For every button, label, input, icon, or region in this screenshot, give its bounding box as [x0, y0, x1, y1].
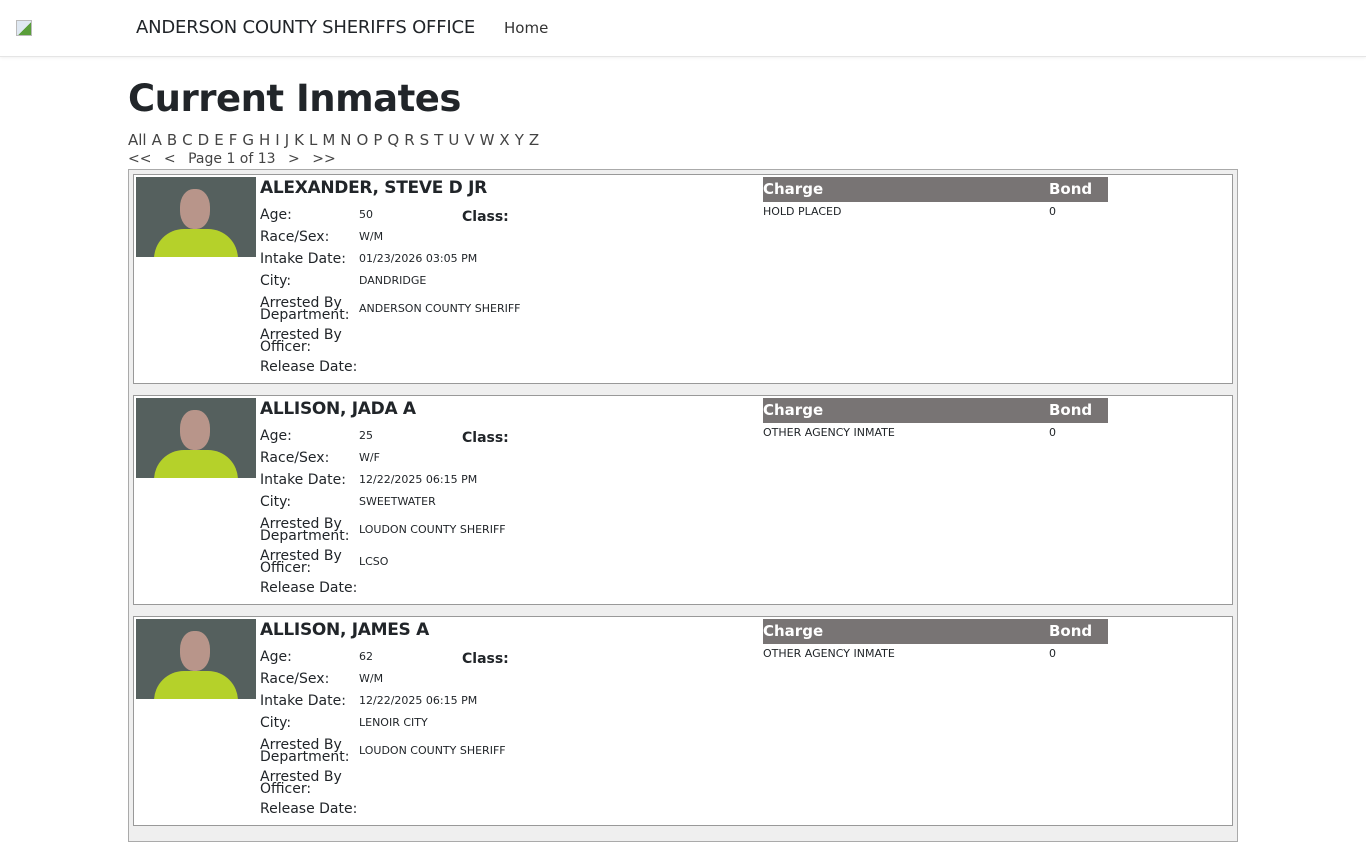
class-label: Class:	[462, 651, 509, 667]
field-department: Arrested By Department: ANDERSON COUNTY SH…	[260, 295, 521, 323]
page-title: Current Inmates	[128, 77, 461, 120]
class-label: Class:	[462, 430, 509, 446]
inmate-card: ALLISON, JADA A Age: 25 Race/Sex: W/F Intake …	[133, 395, 1233, 605]
letter-filter-v[interactable]: V	[464, 131, 475, 149]
home-link[interactable]: Home	[504, 19, 549, 37]
field-release: Release Date:	[260, 359, 358, 375]
letter-filter-o[interactable]: O	[356, 131, 369, 149]
inmate-photo[interactable]	[136, 619, 256, 699]
letter-filter-c[interactable]: C	[182, 131, 193, 149]
charge-row: OTHER AGENCY INMATE 0	[763, 426, 1056, 439]
field-age: Age: 50	[260, 207, 373, 223]
class-label: Class:	[462, 209, 509, 225]
inmate-card: ALLISON, JAMES A Age: 62 Race/Sex: W/M Intake…	[133, 616, 1233, 826]
first-page-link[interactable]: <<	[128, 151, 152, 167]
letter-filter-k[interactable]: K	[294, 131, 304, 149]
charges-header: Charge Bond	[763, 177, 1108, 202]
field-department: Arrested By Department: LOUDON COUNTY SHER…	[260, 737, 506, 765]
charge-row: HOLD PLACED 0	[763, 205, 1056, 218]
charges-table: Charge Bond OTHER AGENCY INMATE 0	[763, 398, 1108, 443]
letter-filter-g[interactable]: G	[242, 131, 254, 149]
field-city: City: DANDRIDGE	[260, 273, 427, 289]
inmate-card: ALEXANDER, STEVE D JR Age: 50 Race/Sex: W/M I…	[133, 174, 1233, 384]
field-age: Age: 25	[260, 428, 373, 444]
letter-filter-b[interactable]: B	[166, 131, 178, 149]
field-intake: Intake Date: 12/22/2025 06:15 PM	[260, 472, 478, 488]
navbar: ANDERSON COUNTY SHERIFFS OFFICE Home	[0, 0, 1366, 57]
letter-filter-f[interactable]: F	[228, 131, 238, 149]
charge-row: OTHER AGENCY INMATE 0	[763, 647, 1056, 660]
next-page-link[interactable]: >	[288, 151, 300, 167]
field-department: Arrested By Department: LOUDON COUNTY SHER…	[260, 516, 506, 544]
prev-page-link[interactable]: <	[163, 151, 176, 167]
field-intake: Intake Date: 12/22/2025 06:15 PM	[260, 693, 478, 709]
inmate-photo[interactable]	[136, 398, 256, 478]
logo-broken-image-icon[interactable]	[16, 20, 32, 36]
last-page-link[interactable]: >>	[312, 151, 336, 167]
letter-filter-u[interactable]: U	[448, 131, 460, 149]
main-content: Current Inmates All A B C D E F G H I J K L M N O P Q R S T U…	[128, 76, 1238, 842]
letter-filter-a[interactable]: A	[151, 131, 162, 149]
charges-table: Charge Bond OTHER AGENCY INMATE 0	[763, 619, 1108, 664]
field-city: City: SWEETWATER	[260, 494, 436, 510]
letter-filter-n[interactable]: N	[340, 131, 352, 149]
pagination: << < Page 1 of 13 > >>	[128, 151, 1238, 167]
field-officer: Arrested By Officer:	[260, 769, 342, 797]
field-age: Age: 62	[260, 649, 373, 665]
field-release: Release Date:	[260, 580, 358, 596]
brand-link[interactable]: ANDERSON COUNTY SHERIFFS OFFICE	[136, 17, 475, 38]
letter-filter-y[interactable]: Y	[514, 131, 524, 149]
letter-filter-all[interactable]: All	[128, 131, 147, 149]
field-city: City: LENOIR CITY	[260, 715, 428, 731]
inmate-name[interactable]: ALEXANDER, STEVE D JR	[260, 178, 487, 198]
letter-filter-r[interactable]: R	[404, 131, 415, 149]
inmate-photo[interactable]	[136, 177, 256, 257]
letter-filter-j[interactable]: J	[284, 131, 290, 149]
field-race_sex: Race/Sex: W/F	[260, 450, 380, 466]
letter-filter-s[interactable]: S	[419, 131, 430, 149]
letter-filter-q[interactable]: Q	[387, 131, 400, 149]
letter-filter-m[interactable]: M	[322, 131, 336, 149]
letter-filter-x[interactable]: X	[499, 131, 510, 149]
inmate-list: ALEXANDER, STEVE D JR Age: 50 Race/Sex: W/M I…	[128, 169, 1238, 842]
inmate-name[interactable]: ALLISON, JADA A	[260, 399, 416, 419]
letter-filter-d[interactable]: D	[197, 131, 210, 149]
letter-filter-l[interactable]: L	[308, 131, 318, 149]
letter-filter: All A B C D E F G H I J K L M N O P Q R S T U V W X Y Z	[128, 131, 1238, 149]
charges-table: Charge Bond HOLD PLACED 0	[763, 177, 1108, 222]
field-release: Release Date:	[260, 801, 358, 817]
field-officer: Arrested By Officer: LCSO	[260, 548, 389, 576]
letter-filter-i[interactable]: I	[275, 131, 280, 149]
field-intake: Intake Date: 01/23/2026 03:05 PM	[260, 251, 478, 267]
letter-filter-t[interactable]: T	[434, 131, 444, 149]
charges-header: Charge Bond	[763, 619, 1108, 644]
field-race_sex: Race/Sex: W/M	[260, 229, 384, 245]
page-indicator: Page 1 of 13	[188, 151, 276, 167]
letter-filter-w[interactable]: W	[479, 131, 495, 149]
field-officer: Arrested By Officer:	[260, 327, 342, 355]
letter-filter-h[interactable]: H	[258, 131, 271, 149]
letter-filter-z[interactable]: Z	[528, 131, 540, 149]
inmate-name[interactable]: ALLISON, JAMES A	[260, 620, 429, 640]
letter-filter-p[interactable]: P	[373, 131, 383, 149]
letter-filter-e[interactable]: E	[214, 131, 224, 149]
charges-header: Charge Bond	[763, 398, 1108, 423]
field-race_sex: Race/Sex: W/M	[260, 671, 384, 687]
